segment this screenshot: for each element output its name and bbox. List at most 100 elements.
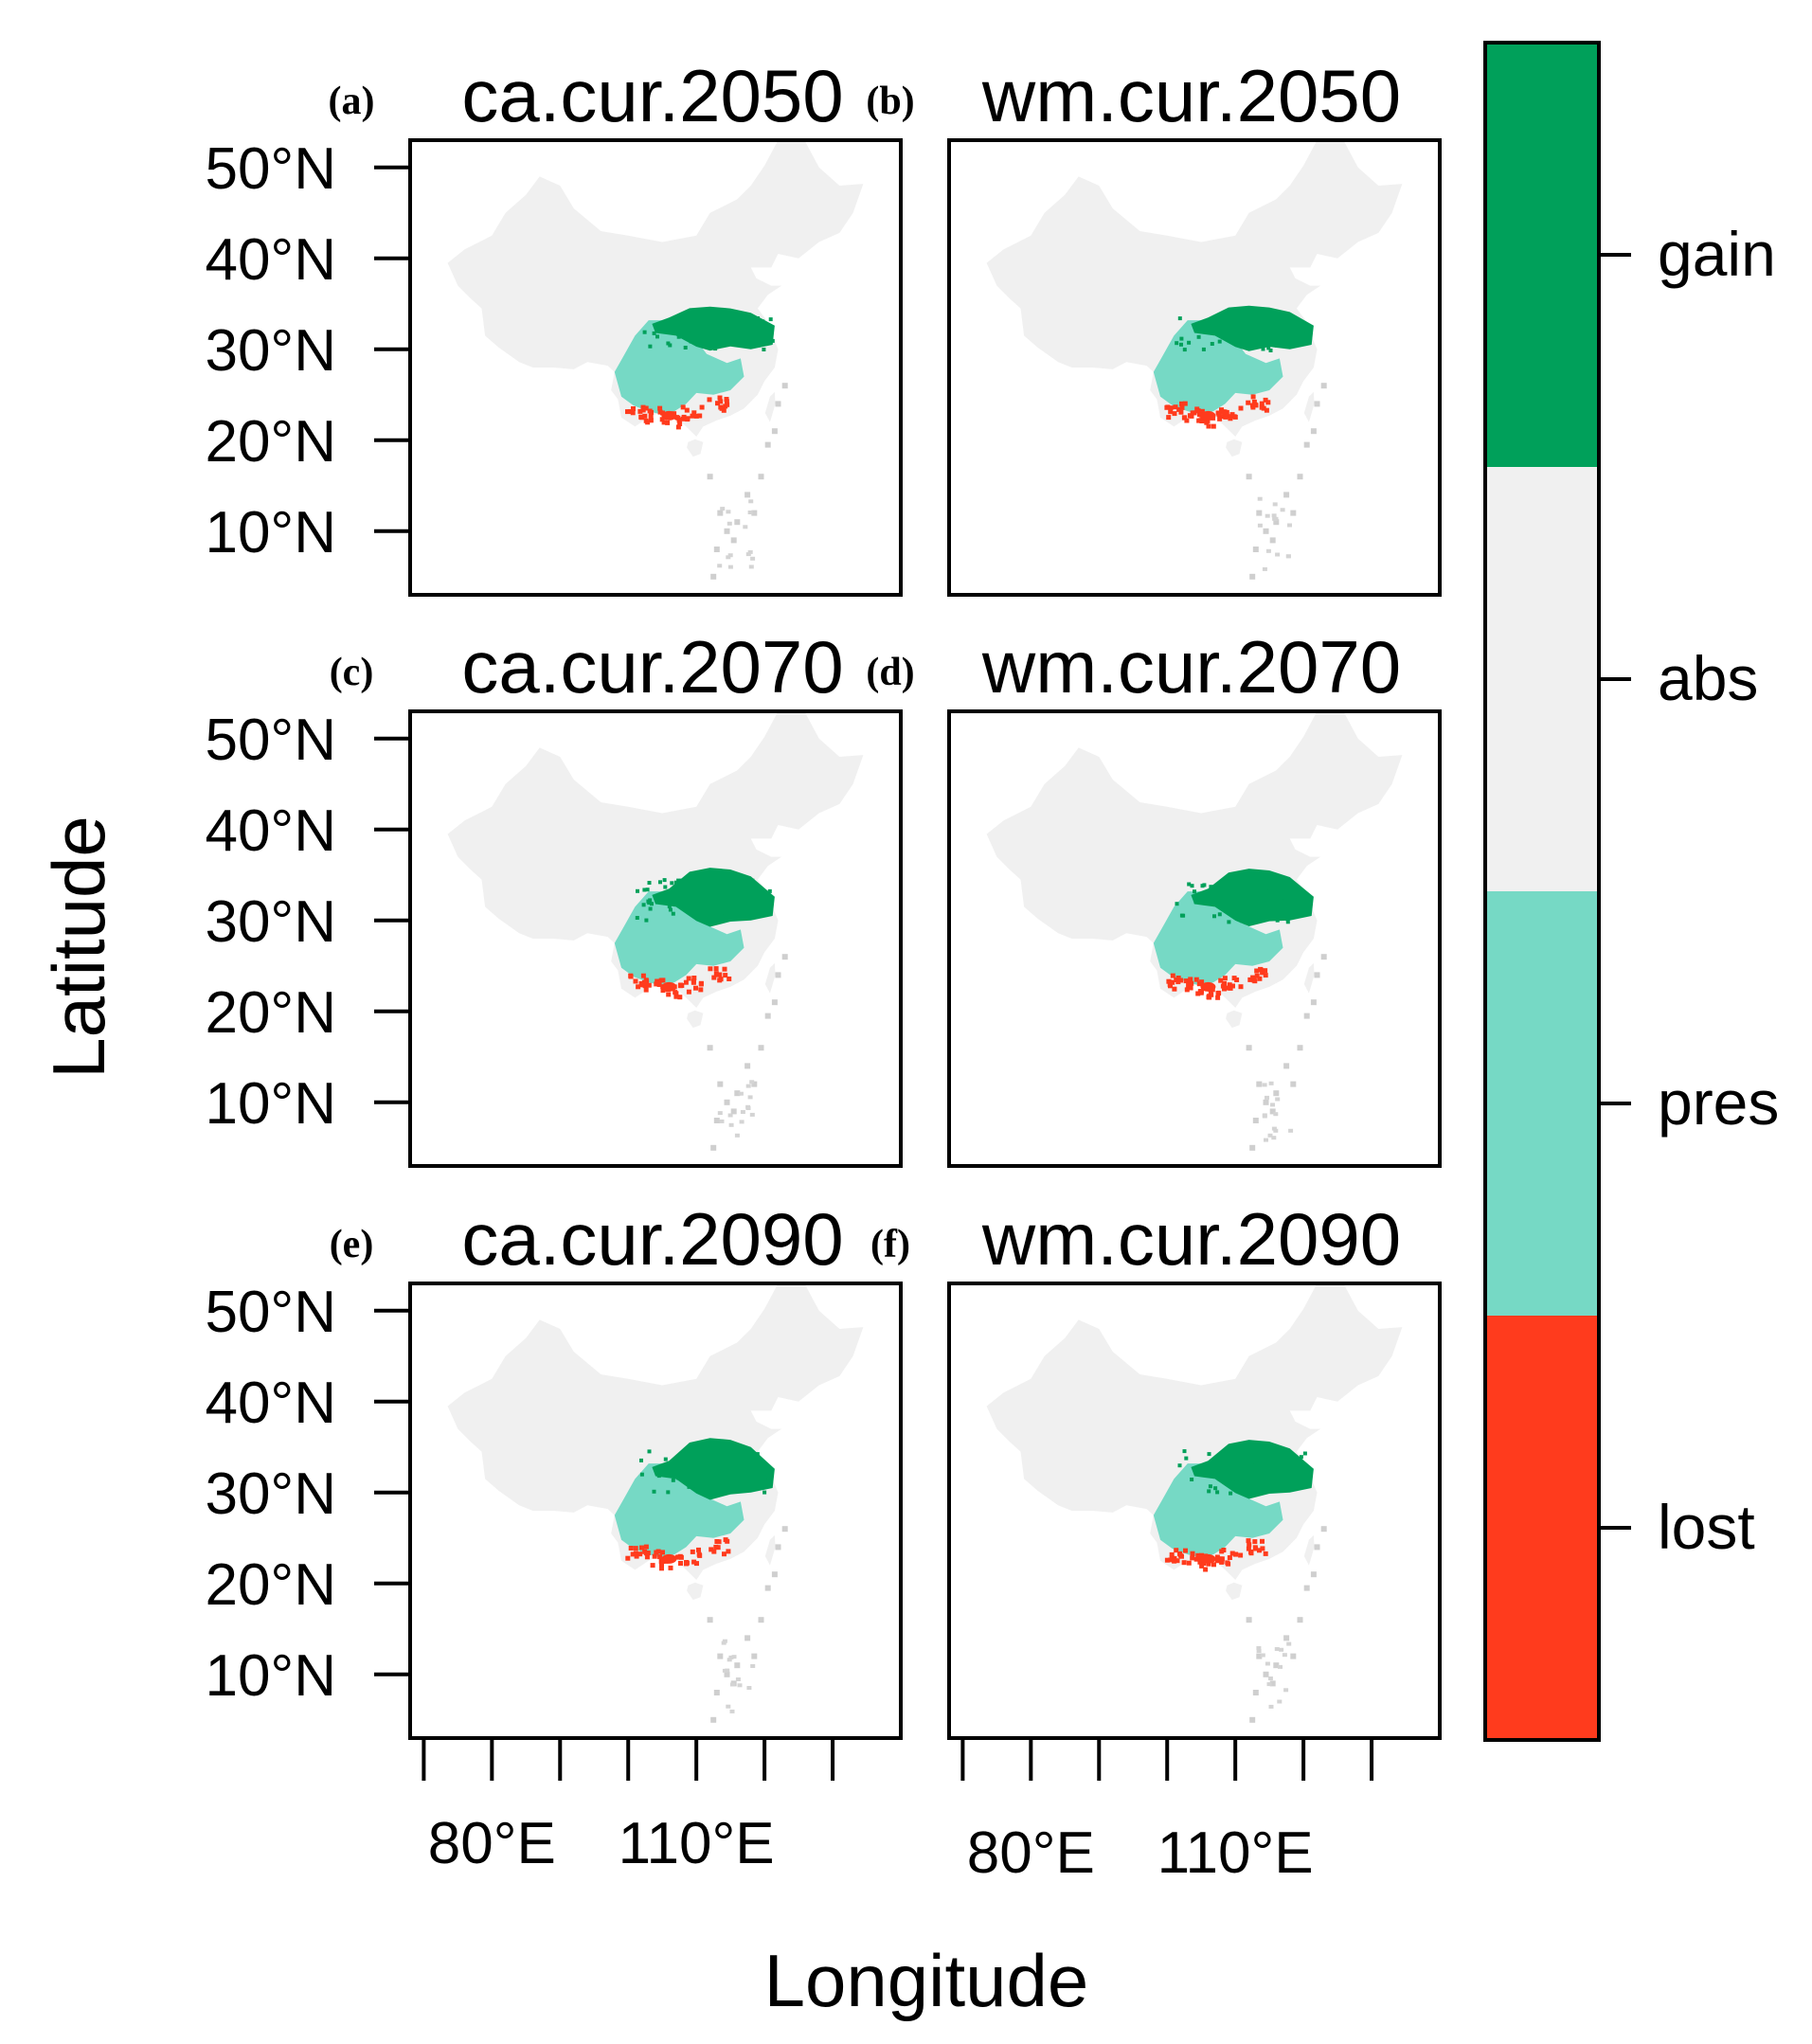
lost-cell (1220, 983, 1226, 989)
lost-cell (1250, 404, 1256, 410)
lost-cell (638, 415, 644, 421)
lost-cell (1179, 404, 1185, 410)
gain-cell (757, 343, 761, 348)
lost-cell (644, 1554, 650, 1560)
lost-cell (634, 1553, 639, 1559)
lost-cell (694, 1561, 699, 1567)
gain-fringe (1175, 880, 1310, 924)
lost-cell (640, 404, 646, 410)
lost-cell (679, 983, 685, 988)
lost-cell (677, 421, 683, 426)
gain-cell (656, 1474, 661, 1479)
island-dot (1272, 516, 1278, 521)
island-dot (1314, 1544, 1320, 1551)
gain-cell (710, 346, 715, 350)
gain-cell (1304, 328, 1309, 332)
gain-cell (691, 899, 695, 904)
island-dot (1280, 508, 1285, 512)
gain-cell (676, 1471, 681, 1476)
gain-cell (648, 906, 653, 911)
legend-swatch-abs (1485, 467, 1599, 891)
gain-cell (1249, 1450, 1254, 1455)
island-dot (707, 1617, 713, 1623)
lost-cell (1264, 407, 1269, 413)
gain-cell (636, 888, 639, 893)
island-dot (721, 1641, 727, 1645)
lat-tick-label: 10°N (205, 1071, 336, 1137)
lost-cell (1182, 401, 1188, 406)
lost-cell (1263, 1551, 1268, 1556)
island-dot (1263, 1099, 1269, 1105)
lost-cell (686, 989, 691, 995)
gain-cell (660, 1468, 665, 1473)
lost-cell (630, 410, 636, 416)
lost-cell (657, 405, 663, 411)
gain-cell (1268, 886, 1272, 889)
lost-cell (1222, 980, 1227, 986)
island-dot (747, 1095, 753, 1100)
island-dot (1267, 1676, 1273, 1680)
hainan-region (687, 1010, 704, 1029)
gain-cell (655, 897, 659, 902)
presence-region (1153, 1463, 1283, 1558)
gain-cell (756, 316, 760, 320)
lost-cell (652, 1553, 657, 1559)
lost-cell (1251, 399, 1257, 404)
taiwan-region (764, 1534, 776, 1566)
gain-cell (711, 1480, 716, 1485)
lost-cell (719, 405, 725, 411)
lost-cell (713, 971, 719, 977)
lost-cell (1231, 976, 1237, 981)
island-dot (1303, 1585, 1310, 1591)
island-dot (1279, 1647, 1284, 1652)
panel-label: (b) (866, 80, 914, 123)
lost-cell (726, 1549, 731, 1554)
island-dot (1249, 1144, 1256, 1151)
map-panel: (e) ca.cur.2090 50°N 40°N 30°N 20°N 10°N 80°E 11… (205, 1197, 903, 1876)
lat-tick-label: 10°N (205, 1643, 336, 1709)
gain-cell (1225, 888, 1229, 892)
lost-cell (1166, 415, 1172, 421)
gain-cell (1275, 918, 1280, 923)
island-dot (1246, 1617, 1252, 1623)
lost-cell (1172, 411, 1177, 417)
lost-cell (724, 397, 729, 402)
gain-cell (1290, 1456, 1294, 1460)
lost-cell (723, 973, 728, 978)
island-dot (751, 1653, 758, 1659)
lost-cell (722, 966, 727, 972)
island-dot (771, 999, 778, 1006)
lat-tick-label: 20°N (205, 1552, 336, 1618)
gain-cell (641, 903, 646, 907)
gain-cell (658, 880, 662, 885)
island-dot (745, 1635, 751, 1641)
island-dot (737, 1683, 743, 1688)
hainan-region (1226, 1582, 1243, 1601)
island-dot (1278, 1664, 1283, 1669)
island-dot (1249, 1716, 1256, 1723)
island-dot (1256, 1653, 1263, 1659)
island-dot (1275, 552, 1281, 557)
island-dot (748, 499, 754, 504)
lost-cell (1175, 1558, 1180, 1564)
lost-cell (1195, 408, 1201, 414)
map-area (447, 140, 864, 580)
lost-cell (1183, 978, 1189, 984)
panel-title: wm.cur.2090 (981, 1197, 1401, 1281)
lost-cell (1214, 1554, 1220, 1560)
gain-cell (1298, 891, 1302, 896)
lost-cell (1260, 970, 1265, 976)
gain-cell (1201, 347, 1206, 351)
island-dot (745, 1106, 751, 1110)
gain-cell (1224, 883, 1229, 888)
lost-cell (658, 977, 664, 983)
island-dot (1271, 513, 1277, 518)
lost-cell (650, 1563, 655, 1569)
island-dot (1272, 502, 1278, 507)
lost-cells (1164, 1538, 1268, 1572)
lat-tick-label: 30°N (205, 1461, 336, 1527)
lost-cell (1225, 985, 1230, 991)
island-dot (1273, 1090, 1280, 1097)
lost-cell (1246, 400, 1251, 405)
